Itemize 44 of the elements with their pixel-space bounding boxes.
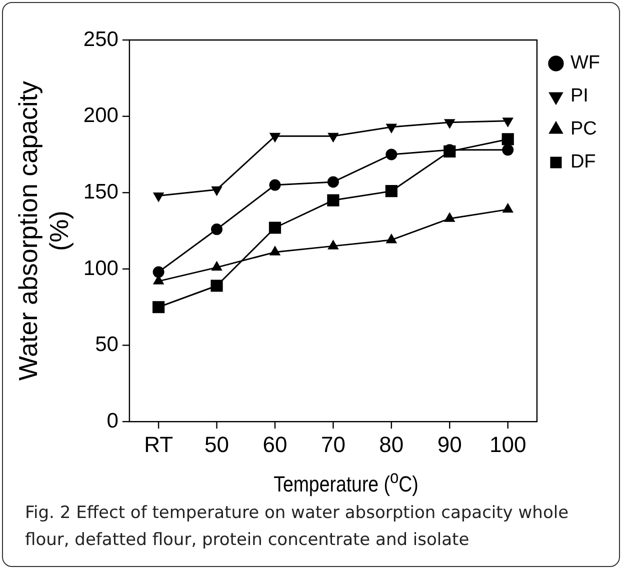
y-tick-label: 100 (83, 256, 118, 280)
point (327, 176, 339, 188)
point (444, 212, 455, 222)
point (269, 179, 281, 191)
y-axis-title: Water absorption capacity (%) (12, 80, 74, 381)
point (328, 240, 338, 250)
y-tick-label: 200 (83, 104, 118, 128)
legend-label: PC (570, 118, 597, 140)
point (385, 185, 398, 198)
point (327, 194, 340, 206)
legend-label: WF (570, 52, 600, 74)
legend-label: PI (570, 86, 588, 107)
x-tick-label: RT (144, 432, 174, 457)
point (386, 124, 396, 133)
point (270, 132, 280, 142)
point (270, 246, 280, 256)
x-axis-title: Temperature ($^{o}$C) (272, 466, 420, 498)
point (444, 119, 455, 128)
point (502, 133, 514, 146)
point (386, 148, 398, 160)
x-tick-label: 70 (320, 432, 346, 457)
point (502, 204, 513, 213)
legend-label: DF (570, 152, 596, 173)
point (152, 266, 164, 278)
point (212, 262, 222, 271)
point (502, 144, 514, 156)
point (211, 224, 223, 236)
x-tick-label: 80 (379, 432, 404, 457)
point (268, 222, 282, 234)
point (386, 234, 396, 244)
point (212, 186, 222, 196)
point (502, 118, 513, 127)
caption: Fig. 2 Effect of temperature on water absorption capacity whole flour, defatted flour, protein concentrate and isolate (25, 502, 570, 552)
point (328, 132, 338, 142)
x-tick-label: 50 (204, 432, 230, 457)
x-tick-label: 100 (489, 432, 526, 457)
point (210, 280, 223, 292)
y-tick-label: 50 (95, 333, 118, 356)
y-tick-label: 150 (83, 180, 118, 204)
x-tick-label: 60 (262, 432, 288, 457)
x-tick-label: 90 (437, 432, 462, 457)
y-tick-label: 0 (106, 409, 118, 432)
y-tick-label: 250 (83, 28, 118, 51)
point (153, 192, 164, 202)
